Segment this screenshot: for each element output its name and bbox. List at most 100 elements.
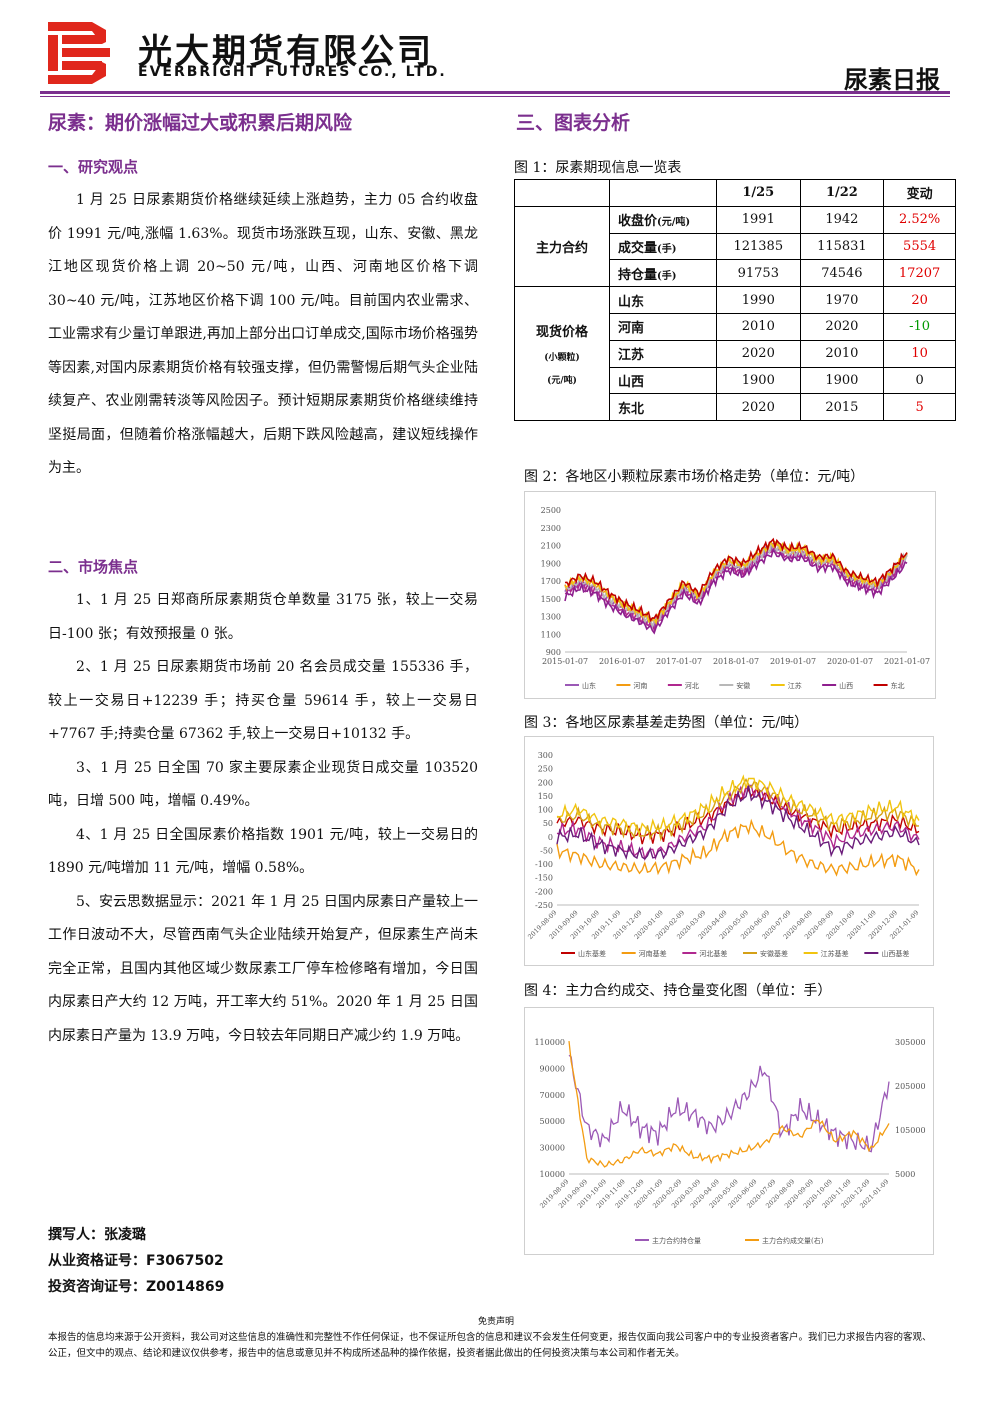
y-tick-label: 1100 — [541, 630, 561, 639]
header-change: 变动 — [883, 179, 956, 207]
section-title-charts: 三、图表分析 — [516, 112, 631, 134]
chart3-caption: 图 3：各地区尿素基差走势图（单位：元/吨） — [524, 715, 809, 731]
legend-label: 江苏 — [788, 681, 802, 690]
legend-label: 山西 — [839, 681, 853, 690]
table-caption: 图 1：尿素期现信息一览表 — [514, 160, 682, 176]
row-label: 江苏 — [609, 339, 717, 368]
header-divider-thin — [40, 96, 950, 97]
y-tick-label: 10000 — [540, 1170, 565, 1179]
row-label: 山西 — [609, 366, 717, 395]
table-row: 东北 2020 2015 5 — [515, 393, 956, 422]
group-main-contract: 主力合约 — [514, 205, 610, 288]
y-tick-label: 1500 — [541, 595, 561, 604]
header-date-2: 1/22 — [799, 179, 885, 207]
y-tick-label: 90000 — [540, 1064, 565, 1073]
y-tick-label: -200 — [535, 887, 553, 896]
company-name-cn: 光大期货有限公司 — [138, 32, 434, 72]
x-tick-label: 2015-01-07 — [542, 657, 588, 666]
cell-value: 121385 — [716, 232, 801, 261]
cell-change: 5 — [883, 393, 956, 422]
cell-value: 1900 — [716, 366, 801, 395]
page-title: 尿素：期价涨幅过大或积累后期风险 — [48, 112, 353, 134]
author: 撰写人：张凌璐 — [48, 1227, 146, 1243]
row-label: 成交量(手) — [609, 232, 717, 261]
series-line-1 — [568, 1054, 890, 1153]
y-tick-label: -250 — [535, 901, 553, 910]
cell-change: 5554 — [883, 232, 956, 261]
cell-value: 2010 — [799, 339, 885, 368]
chart4-box: 110000 90000 70000 50000 30000 10000 2019-08-0… — [524, 1007, 934, 1255]
chart2-caption: 图 2：各地区小颗粒尿素市场价格走势（单位：元/吨） — [524, 469, 865, 485]
market-item-4: 4、1 月 25 日全国尿素价格指数 1901 元/吨，较上一交易日的 1890… — [48, 826, 478, 877]
cell-value: 2020 — [799, 312, 885, 341]
section-title-market: 二、市场焦点 — [48, 558, 139, 576]
chart4-svg: 11000090000700005000030000100002019-08-0… — [534, 1038, 926, 1245]
y-tick-label: 0 — [548, 833, 553, 842]
chart2-box: 2500 2300 2100 1900 1700 1500 1300 1100 900 2015-… — [524, 491, 936, 699]
chart3-svg: 300250200150100500-50-100-150-200-250201… — [526, 751, 920, 958]
y-tick-label: 50000 — [540, 1117, 565, 1126]
research-text: 1 月 25 日尿素期货价格继续延续上涨趋势，主力 05 合约收盘价 1991 … — [48, 192, 478, 476]
disclaimer-text: 本报告的信息均来源于公开资料，我公司对这些信息的准确性和完整性不作任何保证，也不… — [48, 1332, 932, 1359]
y-tick-label: -50 — [540, 846, 553, 855]
row-label: 收盘价(元/吨) — [609, 205, 717, 234]
chart3-box: 300 250 200 150 100 50 0 -50 -100 -150 -200 -250 201… — [524, 736, 934, 966]
y-right-tick-label: 205000 — [895, 1082, 926, 1091]
row-label: 河南 — [609, 312, 717, 341]
x-tick-label: 2020-01-07 — [827, 657, 873, 666]
y-tick-label: 30000 — [540, 1144, 565, 1153]
company-name-en: EVERBRIGHT FUTURES CO., LTD. — [138, 64, 447, 80]
table-row: 主力合约 收盘价(元/吨) 1991 1942 2.52% — [514, 205, 956, 288]
x-tick-label: 2021-01-07 — [884, 657, 930, 666]
series-line-7 — [564, 537, 908, 623]
y-tick-label: 250 — [538, 765, 553, 774]
cell-value: 2020 — [716, 339, 801, 368]
x-tick-label: 2016-01-07 — [599, 657, 645, 666]
series-line-5 — [564, 540, 908, 626]
legend-label: 河北 — [685, 682, 699, 690]
row-label: 东北 — [609, 393, 717, 422]
x-tick-label: 2018-01-07 — [713, 657, 759, 666]
y-right-tick-label: 305000 — [895, 1038, 926, 1047]
cell-change: 17207 — [883, 259, 956, 288]
y-tick-label: 2500 — [541, 506, 561, 515]
table-row: 持仓量(手) 91753 74546 17207 — [515, 259, 956, 288]
y-tick-label: -150 — [535, 874, 553, 883]
y-right-tick-label: 105000 — [895, 1126, 926, 1135]
x-tick-label: 2017-01-07 — [656, 657, 702, 666]
legend-label: 河北基差 — [699, 949, 727, 958]
cell-value: 2020 — [716, 393, 801, 422]
row-label: 山东 — [609, 286, 717, 314]
series-line-2 — [556, 818, 920, 877]
legend-label: 东北 — [891, 681, 905, 690]
legend-label: 河南基差 — [639, 949, 667, 958]
market-item-1: 1、1 月 25 日郑商所尿素期货仓单数量 3175 张，较上一交易日-100 … — [48, 592, 478, 642]
market-item-5: 5、安云思数据显示：2021 年 1 月 25 日国内尿素日产量较上一工作日波动… — [48, 893, 478, 1044]
table-row: 成交量(手) 121385 115831 5554 — [515, 232, 956, 261]
y-tick-label: 50 — [543, 819, 553, 828]
series-line-2 — [568, 1041, 890, 1168]
cell-change: 0 — [883, 366, 956, 395]
cell-change: 2.52% — [883, 205, 956, 234]
cell-value: 1991 — [716, 205, 801, 234]
y-tick-label: 1700 — [541, 577, 561, 586]
research-paragraph: 1 月 25 日尿素期货价格继续延续上涨趋势，主力 05 合约收盘价 1991 … — [48, 184, 478, 486]
header-divider — [40, 91, 950, 94]
cert-number: 从业资格证号：F3067502 — [48, 1253, 224, 1269]
series-line-6 — [556, 785, 920, 861]
advisor-number: 投资咨询证号：Z0014869 — [48, 1279, 225, 1295]
series-line-5 — [556, 774, 920, 836]
y-tick-label: 200 — [538, 778, 553, 787]
market-focus-list: 1、1 月 25 日郑商所尿素期货仓单数量 3175 张，较上一交易日-100 … — [48, 584, 478, 1053]
table-row: 山西 1900 1900 0 — [515, 366, 956, 395]
section-title-research: 一、研究观点 — [48, 158, 139, 176]
y-tick-label: 2100 — [541, 542, 561, 551]
table-row: 河南 2010 2020 -10 — [515, 312, 956, 341]
cell-value: 74546 — [799, 259, 885, 288]
chart2-svg: 2500 2300 2100 1900 1700 1500 1300 1100 9002015-… — [541, 506, 930, 690]
legend-label: 安徽基差 — [760, 949, 788, 958]
table-header-row: 1/25 1/22 变动 — [514, 179, 956, 207]
cell-value: 2010 — [716, 312, 801, 341]
legend-label: 山东 — [582, 681, 596, 690]
futures-spot-table: 1/25 1/22 变动 主力合约 收盘价(元/吨) 1991 1942 2.5… — [514, 179, 956, 422]
